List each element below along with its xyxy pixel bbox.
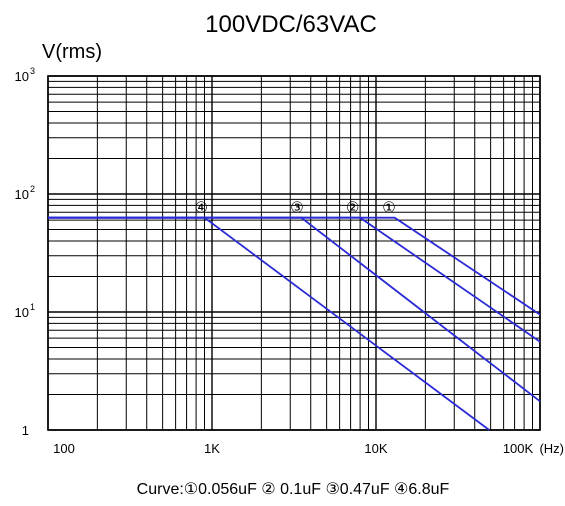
- curve-markers: ① ② ③ ④: [195, 199, 396, 216]
- x-tick-label: 10K: [364, 441, 387, 456]
- y-tick-label: 1: [22, 423, 29, 438]
- x-tick-label: 1K: [204, 441, 220, 456]
- y-tick-exponent: 1: [30, 302, 35, 312]
- curve-marker: ②: [346, 199, 359, 216]
- curve-marker: ④: [195, 199, 208, 216]
- chart-title: 100VDC/63VAC: [205, 11, 377, 38]
- series-line: [48, 216, 490, 431]
- curve-marker: ①: [382, 199, 395, 216]
- series-lines: [48, 216, 541, 431]
- y-tick-exponent: 3: [30, 66, 35, 76]
- x-tick-label: 100K: [503, 441, 534, 456]
- chart-caption: Curve:①0.056uF ② 0.1uF ③0.47uF ④6.8uF: [137, 481, 450, 498]
- y-tick-label: 10: [15, 305, 29, 320]
- x-tick-labels: 100 1K 10K 100K: [53, 441, 533, 456]
- plot-frame: [47, 75, 541, 431]
- grid-lines: [47, 75, 541, 431]
- y-tick-label: 10: [15, 69, 29, 84]
- curve-marker: ③: [290, 199, 303, 216]
- y-tick-label: 10: [15, 187, 29, 202]
- y-axis-label: V(rms): [42, 41, 102, 63]
- x-axis-unit: (Hz): [539, 441, 564, 456]
- x-tick-label: 100: [53, 441, 75, 456]
- y-tick-exponent: 2: [30, 184, 35, 194]
- series-line: [48, 216, 541, 316]
